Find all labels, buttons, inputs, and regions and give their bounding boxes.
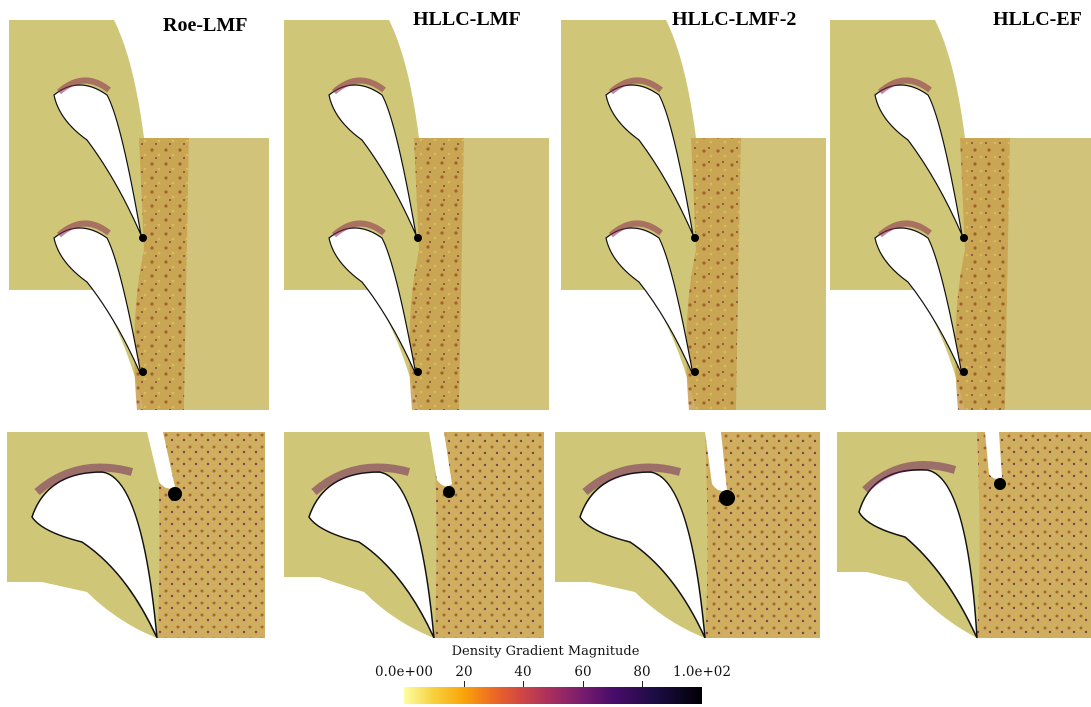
colorbar-tick-mark (464, 681, 465, 687)
colorbar-tick-label: 40 (514, 664, 532, 680)
zoom-panel-hllc-ef (837, 432, 1091, 638)
zoom-panel-hllc-lmf (284, 432, 544, 638)
panel-title-3: HLLC-LMF-2 (672, 8, 797, 30)
zoom-panel-roe-lmf (7, 432, 265, 638)
field-panel-roe-lmf (9, 20, 269, 410)
colorbar-tick-label: 0.0e+00 (375, 664, 433, 680)
colorbar-tick-label: 20 (455, 664, 473, 680)
panel-title-1: Roe-LMF (163, 14, 248, 36)
field-panel-hllc-lmf (284, 20, 549, 410)
colorbar-gradient (404, 687, 702, 704)
field-panel-hllc-ef (830, 20, 1091, 410)
zoom-panel-hllc-lmf-2 (555, 432, 820, 638)
colorbar-tick-mark (583, 681, 584, 687)
colorbar-tick-label: 60 (574, 664, 592, 680)
field-panel-hllc-lmf-2 (561, 20, 826, 410)
colorbar-tick-mark (523, 681, 524, 687)
colorbar-tick-label: 1.0e+02 (673, 664, 731, 680)
panel-title-2: HLLC-LMF (413, 8, 521, 30)
colorbar-title: Density Gradient Magnitude (451, 644, 640, 659)
panel-title-4: HLLC-EF (993, 8, 1082, 30)
colorbar-tick-mark (642, 681, 643, 687)
colorbar-tick-label: 80 (633, 664, 651, 680)
